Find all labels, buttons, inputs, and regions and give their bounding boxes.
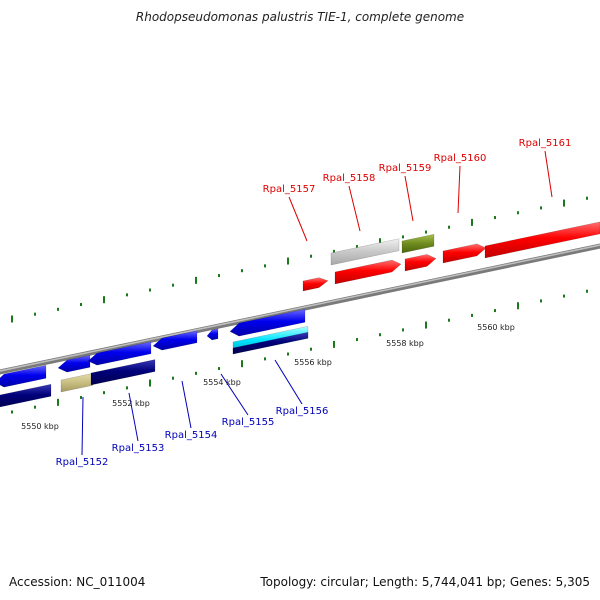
reverse-gene-feature (60, 372, 94, 393)
forward-gene-label: Rpal_5158 (323, 173, 376, 184)
kbp-label: 5558 kbp (386, 339, 424, 348)
forward-gene-feature (404, 254, 437, 272)
forward-gene-feature (442, 243, 487, 264)
reverse-gene-label: Rpal_5152 (56, 457, 109, 468)
forward-gene-feature (484, 221, 600, 259)
forward-gene-leader (348, 185, 361, 232)
reverse-gene-label: Rpal_5155 (222, 417, 275, 428)
forward-gene-leader (404, 175, 414, 222)
reverse-gene-leader (128, 392, 139, 442)
forward-gene-label: Rpal_5161 (519, 138, 572, 149)
reverse-gene-label: Rpal_5156 (276, 406, 329, 417)
kbp-label: 5550 kbp (21, 422, 59, 431)
kbp-label: 5552 kbp (112, 399, 150, 408)
reverse-gene-feature (229, 308, 306, 337)
forward-gene-label: Rpal_5159 (379, 163, 432, 174)
reverse-gene-feature (152, 330, 198, 351)
kbp-label: 5556 kbp (294, 358, 332, 367)
tick-marks (11, 196, 588, 414)
reverse-gene-leader (181, 380, 192, 429)
forward-gene-label: Rpal_5157 (263, 184, 316, 195)
reverse-gene-label: Rpal_5154 (165, 430, 218, 441)
backbone (0, 243, 600, 375)
reverse-gene-leader (220, 373, 249, 416)
reverse-gene-feature (90, 359, 156, 386)
forward-gene-feature (330, 238, 400, 266)
forward-gene-leader (457, 165, 461, 214)
reverse-gene-label: Rpal_5153 (112, 443, 165, 454)
kbp-scale-labels: 5550 kbp 5552 kbp 5554 kbp 5556 kbp 5558 kbp… (21, 323, 515, 431)
kbp-label: 5560 kbp (477, 323, 515, 332)
accession-text: Accession: NC_011004 (9, 575, 146, 589)
upper-tick-track (11, 196, 588, 323)
reverse-gene-leader (81, 396, 84, 456)
forward-gene-leader (288, 196, 308, 242)
reverse-gene-feature (0, 383, 52, 408)
forward-gene-feature (401, 233, 435, 254)
map-title: Rhodopseudomonas palustris TIE-1, comple… (135, 10, 465, 24)
reverse-gene-feature (232, 331, 309, 355)
genome-summary-text: Topology: circular; Length: 5,744,041 bp… (260, 575, 590, 589)
forward-gene-leader (544, 150, 553, 198)
lower-tick-track (11, 289, 588, 414)
reverse-gene-feature (87, 341, 152, 366)
reverse-gene-leader (274, 359, 303, 405)
reverse-gene-feature (206, 328, 219, 341)
forward-gene-feature (302, 277, 329, 292)
forward-gene-label: Rpal_5160 (434, 153, 487, 164)
forward-gene-feature (334, 259, 402, 285)
reverse-gene-feature (0, 364, 47, 388)
gene-features (0, 221, 600, 408)
kbp-label: 5554 kbp (203, 378, 241, 387)
